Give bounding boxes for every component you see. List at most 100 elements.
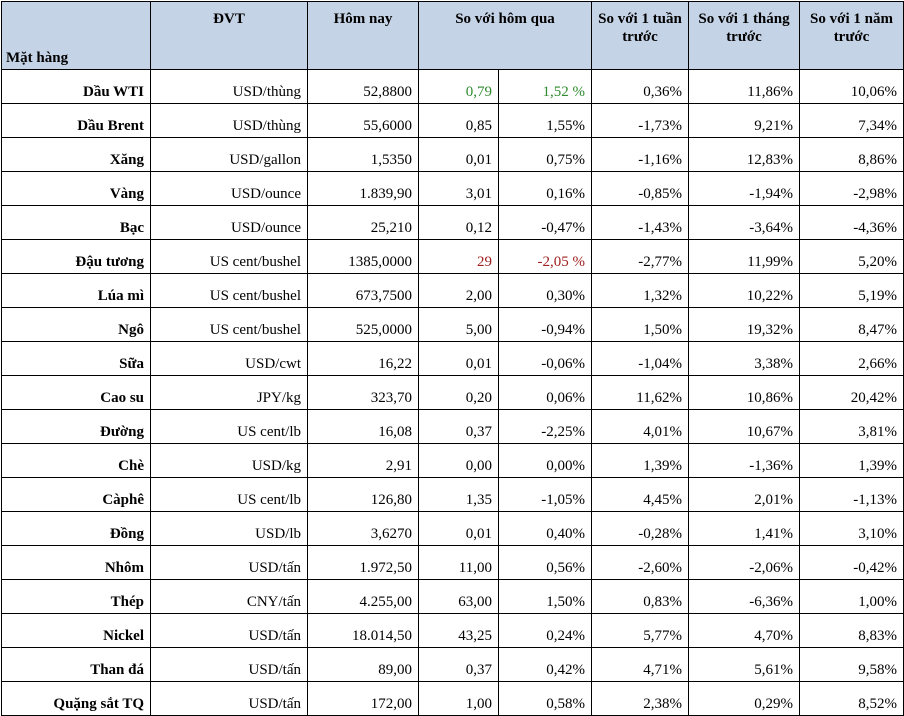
change-month: 2,01% [688, 477, 800, 512]
change-value: 0,20 [418, 375, 499, 410]
unit-cell: US cent/bushel [150, 239, 308, 274]
today-price: 172,00 [307, 681, 419, 716]
change-percent: 0,30% [498, 273, 592, 308]
change-month: -3,64% [688, 205, 800, 240]
change-value: 0,12 [418, 205, 499, 240]
change-percent: 0,58% [498, 681, 592, 716]
unit-cell: USD/cwt [150, 341, 308, 376]
change-percent: 0,06% [498, 375, 592, 410]
change-week: 1,32% [591, 273, 689, 308]
change-week: 4,45% [591, 477, 689, 512]
change-week: 1,39% [591, 443, 689, 478]
today-price: 52,8800 [307, 69, 419, 104]
table-row: Dầu Brent USD/thùng 55,6000 0,85 1,55% -1,73%… [1, 103, 904, 138]
unit-cell: USD/tấn [150, 545, 308, 580]
change-percent: -2,05 % [498, 239, 592, 274]
today-price: 18.014,50 [307, 613, 419, 648]
unit-cell: USD/thùng [150, 103, 308, 138]
change-year: -2,98% [799, 171, 904, 206]
change-week: -1,04% [591, 341, 689, 376]
unit-cell: USD/tấn [150, 681, 308, 716]
unit-cell: USD/tấn [150, 613, 308, 648]
change-year: 8,47% [799, 307, 904, 342]
change-year: 1,39% [799, 443, 904, 478]
change-year: 5,20% [799, 239, 904, 274]
change-value: 63,00 [418, 579, 499, 614]
change-value: 0,01 [418, 341, 499, 376]
table-row: Đồng USD/lb 3,6270 0,01 0,40% -0,28% 1,41% 3,10… [1, 511, 904, 546]
change-percent: 1,50% [498, 579, 592, 614]
header-unit: ĐVT [150, 1, 308, 70]
change-percent: 0,24% [498, 613, 592, 648]
change-value: 29 [418, 239, 499, 274]
table-row: Càphê US cent/lb 126,80 1,35 -1,05% 4,45% 2,01… [1, 477, 904, 512]
header-item: Mặt hàng [1, 1, 151, 70]
header-vs-year: So với 1 năm trước [799, 1, 904, 70]
commodity-name: Nhôm [1, 545, 151, 580]
today-price: 16,22 [307, 341, 419, 376]
change-week: -0,85% [591, 171, 689, 206]
change-week: -2,60% [591, 545, 689, 580]
commodity-name: Quặng sắt TQ [1, 681, 151, 716]
change-month: 10,22% [688, 273, 800, 308]
table-row: Vàng USD/ounce 1.839,90 3,01 0,16% -0,85% -1,9… [1, 171, 904, 206]
change-year: 8,86% [799, 137, 904, 172]
commodity-name: Chè [1, 443, 151, 478]
change-month: 9,21% [688, 103, 800, 138]
change-week: 4,01% [591, 409, 689, 444]
change-value: 11,00 [418, 545, 499, 580]
commodity-name: Than đá [1, 647, 151, 682]
change-week: 0,83% [591, 579, 689, 614]
today-price: 55,6000 [307, 103, 419, 138]
today-price: 126,80 [307, 477, 419, 512]
table-row: Cao su JPY/kg 323,70 0,20 0,06% 11,62% 10,86% 2… [1, 375, 904, 410]
today-price: 3,6270 [307, 511, 419, 546]
table-row: Đậu tương US cent/bushel 1385,0000 29 -2,05 … [1, 239, 904, 274]
header-row: Mặt hàng ĐVT Hôm nay So với hôm qua So v… [1, 1, 904, 70]
today-price: 673,7500 [307, 273, 419, 308]
change-value: 0,01 [418, 511, 499, 546]
change-year: 5,19% [799, 273, 904, 308]
commodity-name: Lúa mì [1, 273, 151, 308]
change-percent: -0,47% [498, 205, 592, 240]
table-row: Sữa USD/cwt 16,22 0,01 -0,06% -1,04% 3,38% 2,66… [1, 341, 904, 376]
table-row: Xăng USD/gallon 1,5350 0,01 0,75% -1,16% 12,83… [1, 137, 904, 172]
table-row: Nickel USD/tấn 18.014,50 43,25 0,24% 5,77% 4,7… [1, 613, 904, 648]
change-percent: 0,75% [498, 137, 592, 172]
header-vs-week: So với 1 tuần trước [591, 1, 689, 70]
commodity-name: Dầu Brent [1, 103, 151, 138]
commodity-name: Sữa [1, 341, 151, 376]
commodity-name: Cao su [1, 375, 151, 410]
change-week: 2,38% [591, 681, 689, 716]
today-price: 1385,0000 [307, 239, 419, 274]
commodity-name: Càphê [1, 477, 151, 512]
change-week: 11,62% [591, 375, 689, 410]
unit-cell: USD/ounce [150, 205, 308, 240]
change-year: 7,34% [799, 103, 904, 138]
unit-cell: USD/thùng [150, 69, 308, 104]
change-value: 1,35 [418, 477, 499, 512]
change-week: 5,77% [591, 613, 689, 648]
change-percent: 1,55% [498, 103, 592, 138]
change-percent: 0,40% [498, 511, 592, 546]
commodity-name: Đồng [1, 511, 151, 546]
change-year: 1,00% [799, 579, 904, 614]
today-price: 525,0000 [307, 307, 419, 342]
unit-cell: JPY/kg [150, 375, 308, 410]
unit-cell: USD/lb [150, 511, 308, 546]
change-month: 0,29% [688, 681, 800, 716]
today-price: 1.972,50 [307, 545, 419, 580]
change-month: -6,36% [688, 579, 800, 614]
change-year: -1,13% [799, 477, 904, 512]
change-month: -1,36% [688, 443, 800, 478]
table-row: Chè USD/kg 2,91 0,00 0,00% 1,39% -1,36% 1,39% [1, 443, 904, 478]
today-price: 4.255,00 [307, 579, 419, 614]
change-month: -1,94% [688, 171, 800, 206]
change-month: 4,70% [688, 613, 800, 648]
commodity-name: Nickel [1, 613, 151, 648]
change-month: 19,32% [688, 307, 800, 342]
unit-cell: USD/tấn [150, 647, 308, 682]
change-month: 3,38% [688, 341, 800, 376]
change-year: -0,42% [799, 545, 904, 580]
